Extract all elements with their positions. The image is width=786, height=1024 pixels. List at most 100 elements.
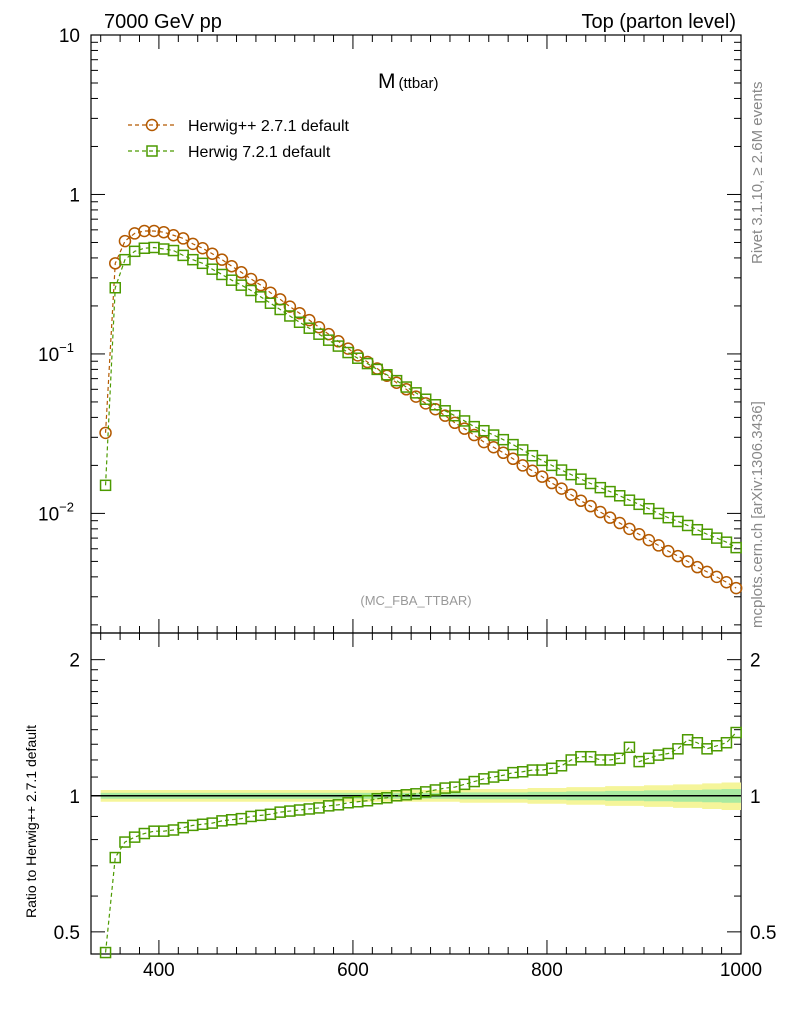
- ratio-uncertainty-band: [91, 782, 742, 811]
- y-tick-label: 10−1: [38, 340, 74, 366]
- herwig-pp-point: [574, 494, 588, 508]
- herwig-pp-point: [109, 257, 122, 270]
- herwig-pp-point: [176, 232, 190, 245]
- herwig-pp-point: [118, 234, 132, 248]
- herwig-pp-point: [652, 539, 665, 552]
- herwig7-point: [429, 399, 442, 411]
- herwig7-point: [255, 291, 267, 303]
- ratio-herwig7-line: [104, 732, 737, 953]
- herwig7-point: [284, 310, 296, 322]
- axis-tick-labels: 400 600 800 1000 10 1 10−1 10−2 2 2 1 1 0.5 0.5: [38, 26, 776, 981]
- herwig7-point: [196, 257, 209, 270]
- herwig-pp-point: [99, 426, 112, 440]
- herwig7-point: [245, 284, 257, 297]
- plot-title: M (ttbar): [378, 70, 439, 93]
- herwig7-point: [293, 316, 306, 329]
- herwig7-point: [410, 387, 422, 399]
- herwig7-point: [536, 454, 548, 467]
- herwig7-point: [216, 268, 228, 281]
- ratio-herwig7-point: [691, 736, 704, 749]
- ratio-herwig7-point: [701, 743, 713, 755]
- herwig-pp-point: [603, 511, 617, 524]
- herwig7-point: [672, 515, 684, 528]
- herwig-pp-point: [613, 516, 626, 530]
- herwig-pp-point: [147, 224, 161, 238]
- herwig7-point: [119, 253, 131, 266]
- herwig-pp-point: [293, 306, 306, 320]
- herwig-pp-point: [516, 459, 529, 472]
- herwig-pp-point: [497, 446, 510, 460]
- herwig-pp-point: [448, 416, 462, 430]
- herwig-pp-point: [303, 313, 316, 327]
- ratio-herwig7-point: [177, 821, 189, 834]
- herwig7-point: [313, 328, 325, 340]
- herwig7-point: [235, 279, 248, 291]
- ratio-herwig7-point: [672, 743, 684, 755]
- herwig-pp-point: [341, 342, 355, 355]
- ratio-y-tick-label: 0.5: [54, 923, 80, 944]
- herwig7-point: [361, 357, 374, 370]
- herwig-pp-point: [312, 321, 326, 334]
- energy-label: 7000 GeV pp: [104, 11, 222, 33]
- data-series: [99, 224, 743, 959]
- ratio-y-tick-label-right: 0.5: [750, 923, 776, 944]
- ratio-herwig7-point: [720, 736, 733, 749]
- herwig-pp-point: [206, 247, 219, 260]
- herwig-pp-point: [322, 327, 335, 341]
- herwig7-point: [322, 334, 335, 346]
- herwig-pp-point: [681, 555, 694, 568]
- process-label: Top (parton level): [581, 11, 736, 33]
- ratio-herwig7-point: [99, 946, 112, 959]
- herwig-pp-point: [244, 272, 258, 286]
- herwig-pp-point: [661, 544, 675, 558]
- herwig-pp-point: [196, 241, 209, 255]
- x-tick-label: 600: [337, 960, 369, 981]
- herwig7-point: [691, 523, 704, 536]
- herwig7-point: [710, 532, 723, 544]
- ratio-y-label: Ratio to Herwig++ 2.7.1 default: [23, 725, 39, 918]
- legend-label-herwig7: Herwig 7.2.1 default: [188, 144, 331, 161]
- herwig-pp-point: [720, 576, 733, 589]
- y-tick-label: 1: [69, 185, 80, 206]
- axis-ticks: [91, 35, 742, 954]
- ratio-y-tick-label-right: 1: [750, 787, 761, 808]
- herwig7-point: [633, 498, 645, 511]
- herwig-pp-point: [594, 505, 607, 519]
- herwig-pp-point: [710, 570, 723, 584]
- herwig-pp-line: [104, 230, 737, 589]
- herwig7-point: [109, 282, 122, 294]
- plot-title-main: M: [378, 70, 396, 93]
- legend-label-herwig-pp: Herwig++ 2.7.1 default: [188, 118, 350, 135]
- ratio-herwig7-point: [458, 778, 471, 791]
- legend: Herwig++ 2.7.1 default Herwig 7.2.1 defa…: [128, 118, 350, 161]
- y-tick-label: 10: [59, 26, 80, 47]
- x-tick-label: 800: [531, 960, 563, 981]
- herwig7-point: [516, 444, 529, 456]
- legend-marker-herwig-pp: [145, 118, 159, 132]
- herwig7-point: [487, 429, 500, 441]
- ratio-herwig7-point: [623, 741, 636, 754]
- x-tick-label: 1000: [720, 960, 762, 981]
- herwig7-point: [381, 369, 393, 381]
- ratio-y-tick-label-right: 2: [750, 651, 761, 672]
- x-tick-label: 400: [143, 960, 175, 981]
- herwig7-point: [594, 481, 607, 494]
- herwig7-point: [652, 507, 665, 520]
- herwig-pp-point: [487, 440, 500, 454]
- herwig-pp-point: [632, 528, 646, 541]
- herwig-pp-point: [671, 549, 685, 563]
- herwig-pp-point: [729, 581, 743, 595]
- herwig-pp-point: [642, 533, 656, 547]
- herwig7-point: [400, 381, 413, 393]
- herwig7-point: [613, 490, 626, 502]
- herwig-pp-point: [225, 259, 238, 273]
- y-tick-label: 10−2: [38, 499, 74, 525]
- ratio-herwig7-point: [555, 760, 568, 772]
- ratio-herwig7-point: [128, 831, 141, 843]
- herwig7-point: [99, 479, 112, 492]
- analysis-tag: (MC_FBA_TTBAR): [360, 593, 471, 608]
- herwig-pp-point: [584, 499, 597, 513]
- herwig7-point: [303, 322, 316, 334]
- herwig-pp-point: [458, 422, 471, 435]
